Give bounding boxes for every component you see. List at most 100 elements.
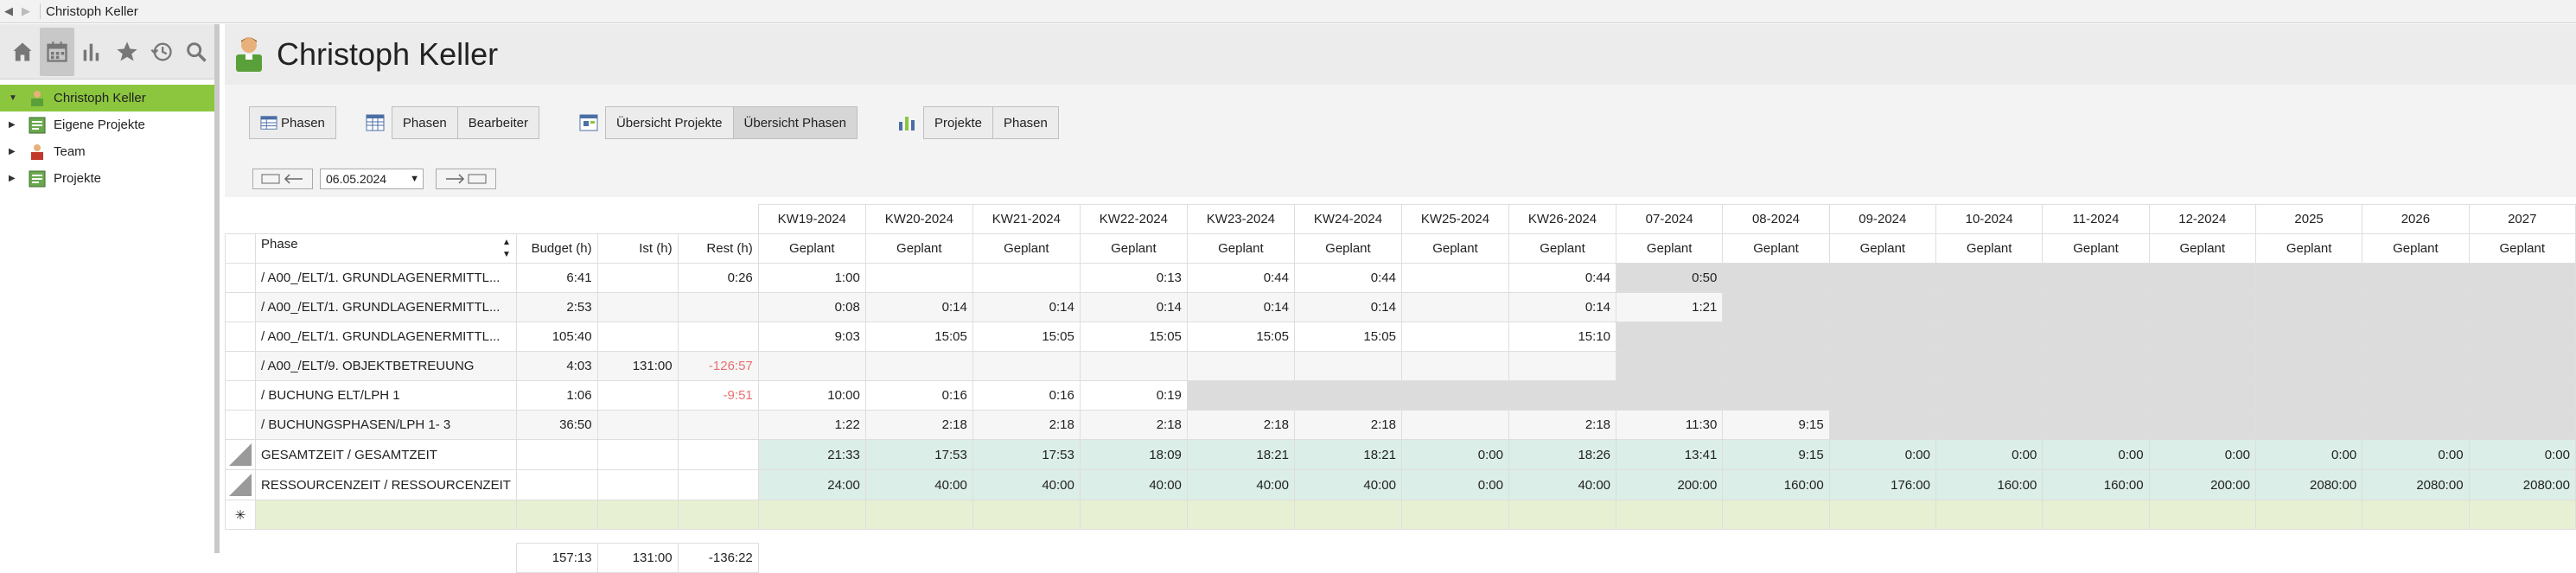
planned-cell[interactable] <box>2362 351 2470 381</box>
phase-cell[interactable]: / A00_/ELT/1. GRUNDLAGENERMITTL... <box>255 263 517 293</box>
calendar-button[interactable] <box>40 27 74 76</box>
planned-cell[interactable] <box>1722 380 1830 411</box>
planned-cell[interactable] <box>1616 322 1724 352</box>
new-row-cell[interactable] <box>2254 500 2363 530</box>
planned-cell[interactable]: 0:16 <box>864 380 973 411</box>
planned-cell[interactable] <box>1935 410 2044 440</box>
planned-cell[interactable]: 0:14 <box>1293 292 1402 322</box>
new-row-cell[interactable] <box>1079 500 1188 530</box>
planned-cell[interactable]: 9:15 <box>1722 410 1830 440</box>
expand-arrow-icon[interactable]: ▶ <box>9 174 16 183</box>
planned-cell[interactable]: 2:18 <box>1079 410 1188 440</box>
planned-cell[interactable] <box>2254 380 2363 411</box>
planned-cell[interactable] <box>2362 263 2470 293</box>
date-select[interactable]: 06.05.2024 ▼ <box>320 169 424 189</box>
new-row-cell[interactable] <box>972 500 1081 530</box>
budget-cell[interactable]: 6:41 <box>515 263 598 293</box>
new-row-cell[interactable] <box>2468 500 2576 530</box>
planned-cell[interactable]: 1:00 <box>757 263 866 293</box>
ist-cell[interactable] <box>596 322 679 352</box>
chart-projects-button[interactable]: Projekte <box>922 106 993 139</box>
planned-cell[interactable] <box>1508 351 1617 381</box>
budget-cell[interactable]: 1:06 <box>515 380 598 411</box>
forward-icon[interactable]: ▶ <box>22 4 30 17</box>
planned-cell[interactable] <box>2148 263 2256 293</box>
tree-item-eigene-projekte[interactable]: ▶ Eigene Projekte <box>0 111 214 138</box>
planned-cell[interactable] <box>2362 322 2470 352</box>
planned-cell[interactable] <box>757 351 866 381</box>
new-row-cell[interactable] <box>1293 500 1402 530</box>
planned-cell[interactable] <box>2042 351 2150 381</box>
group-bearbeiter-button[interactable]: Bearbeiter <box>457 106 539 139</box>
rest-cell[interactable]: -126:57 <box>677 351 759 381</box>
planned-cell[interactable] <box>2468 263 2576 293</box>
new-row-cell[interactable] <box>596 500 679 530</box>
planned-cell[interactable] <box>1828 263 1937 293</box>
tree-item-christoph-keller[interactable]: ▼ Christoph Keller <box>0 85 214 111</box>
planned-cell[interactable] <box>1828 351 1937 381</box>
planned-cell[interactable]: 15:05 <box>1293 322 1402 352</box>
collapse-arrow-icon[interactable]: ▼ <box>9 93 17 103</box>
phase-column-header[interactable]: Phase ▲ ▼ <box>255 233 517 264</box>
planned-cell[interactable] <box>864 351 973 381</box>
planned-cell[interactable] <box>1828 380 1937 411</box>
planned-cell[interactable] <box>2362 292 2470 322</box>
phase-cell[interactable]: / A00_/ELT/1. GRUNDLAGENERMITTL... <box>255 292 517 322</box>
ist-cell[interactable] <box>596 410 679 440</box>
planned-cell[interactable] <box>2468 410 2576 440</box>
planned-cell[interactable]: 0:50 <box>1616 263 1724 293</box>
planned-cell[interactable]: 0:14 <box>864 292 973 322</box>
tree-item-projekte[interactable]: ▶ Projekte <box>0 165 214 192</box>
planned-cell[interactable] <box>2148 410 2256 440</box>
planned-cell[interactable] <box>1616 380 1724 411</box>
planned-cell[interactable]: 0:44 <box>1186 263 1295 293</box>
planned-cell[interactable] <box>2254 410 2363 440</box>
planned-cell[interactable]: 15:05 <box>864 322 973 352</box>
rest-cell[interactable] <box>677 292 759 322</box>
planned-cell[interactable] <box>1828 322 1937 352</box>
planned-cell[interactable]: 15:05 <box>972 322 1081 352</box>
group-phasen-button[interactable]: Phasen <box>391 106 458 139</box>
planned-cell[interactable] <box>1935 322 2044 352</box>
planned-cell[interactable] <box>2042 263 2150 293</box>
planned-cell[interactable] <box>2042 380 2150 411</box>
budget-cell[interactable]: 105:40 <box>515 322 598 352</box>
planned-cell[interactable] <box>1186 351 1295 381</box>
ist-cell[interactable]: 131:00 <box>596 351 679 381</box>
planned-cell[interactable] <box>1400 410 1509 440</box>
planned-cell[interactable] <box>1722 263 1830 293</box>
planned-cell[interactable] <box>2042 292 2150 322</box>
planned-cell[interactable] <box>1935 292 2044 322</box>
planned-cell[interactable]: 0:14 <box>1079 292 1188 322</box>
planned-cell[interactable] <box>1828 410 1937 440</box>
phase-cell[interactable]: / BUCHUNG ELT/LPH 1 <box>255 380 517 411</box>
planned-cell[interactable] <box>972 263 1081 293</box>
planned-cell[interactable]: 2:18 <box>1186 410 1295 440</box>
ist-cell[interactable] <box>596 263 679 293</box>
planned-cell[interactable] <box>1293 351 1402 381</box>
planned-cell[interactable]: 0:14 <box>1186 292 1295 322</box>
planned-cell[interactable] <box>1935 263 2044 293</box>
home-button[interactable] <box>5 28 39 76</box>
planned-cell[interactable] <box>2148 322 2256 352</box>
planned-cell[interactable] <box>2254 351 2363 381</box>
favorites-button[interactable] <box>110 28 143 76</box>
planned-cell[interactable]: 2:18 <box>1508 410 1617 440</box>
planned-cell[interactable] <box>2042 410 2150 440</box>
planned-cell[interactable] <box>2042 322 2150 352</box>
new-row-cell[interactable] <box>1508 500 1617 530</box>
planned-cell[interactable] <box>2468 380 2576 411</box>
chart-phases-button[interactable]: Phasen <box>992 106 1059 139</box>
next-period-button[interactable] <box>436 169 496 189</box>
planned-cell[interactable] <box>1828 292 1937 322</box>
planned-cell[interactable]: 2:18 <box>972 410 1081 440</box>
previous-period-button[interactable] <box>252 169 313 189</box>
expand-arrow-icon[interactable]: ▶ <box>9 147 16 156</box>
history-button[interactable] <box>144 28 178 76</box>
new-row-cell[interactable] <box>515 500 598 530</box>
new-row-cell[interactable] <box>1616 500 1724 530</box>
new-row-cell[interactable] <box>677 500 759 530</box>
planned-cell[interactable] <box>2148 380 2256 411</box>
planned-cell[interactable] <box>1293 380 1402 411</box>
table-row[interactable]: / A00_/ELT/9. OBJEKTBETREUUNG 4:03 131:00-… <box>225 351 2576 381</box>
